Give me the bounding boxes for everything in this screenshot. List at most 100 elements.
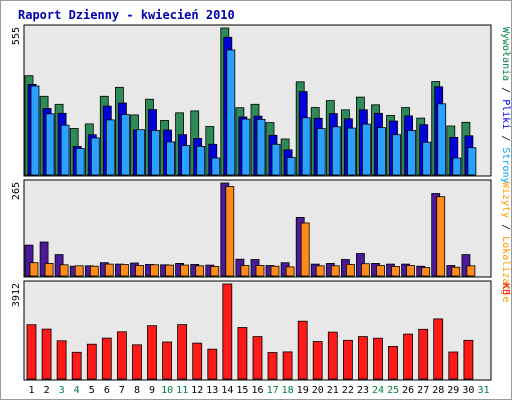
legend-top: Wywołania / Pliki / Strony [500,27,511,184]
legend-item: / [500,218,511,236]
bar-lokalizacje-day-20 [315,265,325,277]
bar-strony-day-4 [75,148,85,176]
bar-strony-day-5 [90,137,100,176]
bar-lokalizacje-day-17 [270,265,280,277]
x-tick-label-day-5: 5 [89,385,95,396]
bar-kb-day-13 [207,348,218,380]
x-tick-label-day-16: 16 [251,385,263,396]
x-tick-label-day-7: 7 [119,385,125,396]
bar-kb-day-14 [222,283,233,380]
legend-item: KB [500,283,511,295]
bar-strony-day-15 [241,118,251,176]
bar-strony-day-16 [256,119,266,176]
bar-kb-day-23 [357,336,368,380]
bar-wizyty-day-30 [461,254,471,277]
bar-lokalizacje-day-6 [104,263,114,277]
bar-lokalizacje-day-22 [345,263,355,277]
bar-lokalizacje-day-15 [240,265,250,277]
ymax-label-middle: 265 [11,182,22,200]
bar-lokalizacje-day-27 [421,267,431,277]
bar-strony-day-8 [136,129,145,176]
legend-item: Strony [500,147,511,183]
x-tick-label-day-28: 28 [432,385,444,396]
x-tick-label-day-12: 12 [191,385,203,396]
bar-lokalizacje-day-30 [466,265,476,277]
bar-lokalizacje-day-29 [451,266,461,277]
bar-strony-day-19 [301,117,311,176]
bar-strony-day-9 [151,130,160,176]
series-wizyty [24,182,471,277]
bar-lokalizacje-day-10 [165,264,175,277]
x-tick-label-day-21: 21 [327,385,339,396]
x-tick-label-day-18: 18 [282,385,294,396]
x-tick-label-day-22: 22 [342,385,354,396]
bar-kb-day-26 [403,333,414,380]
ymax-label-bottom: 3912 [11,283,22,307]
bar-lokalizacje-day-18 [285,266,295,277]
bar-wizyty-day-2 [39,241,49,277]
ymax-label-top: 555 [11,27,22,45]
x-tick-label-day-8: 8 [134,385,140,396]
bar-strony-day-14 [226,49,236,176]
series-lokalizacje [29,186,476,277]
legend-item: Wywołania [500,27,511,81]
x-tick-label-day-25: 25 [387,385,399,396]
legend-item: / [500,81,511,99]
bar-kb-day-7 [117,331,127,380]
bar-lokalizacje-day-7 [120,263,129,277]
x-tick-label-day-11: 11 [176,385,188,396]
bar-lokalizacje-day-4 [74,265,84,277]
bar-strony-day-18 [286,157,296,176]
bar-kb-day-24 [373,337,383,380]
bar-strony-day-24 [377,127,386,176]
bar-kb-day-16 [252,336,263,380]
bar-strony-day-29 [452,157,462,176]
bar-strony-day-23 [361,123,371,176]
bar-kb-day-20 [312,341,323,380]
x-axis-labels: 1 2 3 4 5 6 7 8 9 10 11 12 13 14 15 16 17 18 19 20 21 22 23 24 2… [28,385,489,396]
x-tick-label-day-31: 31 [477,385,489,396]
chart-panels: 555 Wywołania / Pliki / Strony 265 Wizyty /… [11,24,511,381]
bar-wizyty-day-1 [24,244,34,277]
bar-kb-day-15 [237,327,248,380]
bar-lokalizacje-day-9 [150,264,159,277]
bar-lokalizacje-day-5 [89,265,99,277]
bar-kb-day-18 [282,351,293,380]
bar-lokalizacje-day-24 [376,265,385,277]
bar-kb-day-1 [26,324,37,380]
bar-strony-day-20 [316,128,326,176]
bar-kb-day-22 [342,339,353,380]
x-tick-label-day-15: 15 [236,385,248,396]
bar-lokalizacje-day-23 [360,263,370,277]
bar-kb-day-5 [86,343,97,380]
bar-strony-day-10 [166,141,176,176]
legend-item: Wizyty [500,182,511,218]
series-kb [26,283,474,380]
bar-kb-day-6 [101,337,112,380]
bar-kb-day-4 [71,351,82,380]
bar-strony-day-3 [60,124,70,176]
bar-lokalizacje-day-8 [135,265,144,277]
bar-kb-day-30 [463,339,474,380]
bar-lokalizacje-day-14 [225,186,235,277]
x-tick-label-day-6: 6 [104,385,110,396]
bar-strony-day-12 [196,145,206,176]
bar-strony-day-2 [45,113,55,176]
bar-kb-day-3 [56,340,67,380]
panel-bottom: 3912 KB [11,280,511,381]
x-tick-label-day-3: 3 [59,385,65,396]
x-tick-label-day-19: 19 [297,385,309,396]
bar-strony-day-17 [271,143,281,176]
x-tick-label-day-13: 13 [206,385,218,396]
x-tick-label-day-30: 30 [462,385,474,396]
series-strony [30,49,477,176]
bar-strony-day-1 [30,85,40,176]
bar-strony-day-22 [346,127,356,176]
bar-strony-day-13 [211,157,221,176]
legend-middle: Wizyty / Lokalizacje [500,182,511,302]
bar-lokalizacje-day-21 [330,265,340,277]
panel-top: 555 Wywołania / Pliki / Strony [11,24,511,184]
x-tick-label-day-26: 26 [402,385,414,396]
bar-lokalizacje-day-1 [29,262,39,277]
